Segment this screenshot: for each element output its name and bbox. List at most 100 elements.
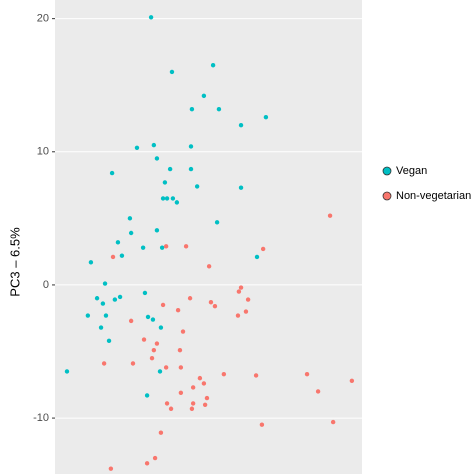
legend-key	[382, 166, 392, 176]
point	[128, 230, 134, 236]
point	[194, 184, 200, 189]
point	[210, 63, 216, 68]
point	[141, 337, 147, 342]
point	[154, 341, 160, 346]
point	[150, 317, 156, 322]
point	[162, 180, 168, 185]
point	[145, 314, 151, 320]
point	[175, 308, 181, 313]
point	[169, 69, 175, 75]
point	[197, 375, 203, 381]
point	[259, 422, 265, 427]
point	[142, 290, 148, 296]
point	[254, 254, 260, 260]
legend-label: Non-vegetarian	[396, 190, 471, 202]
point	[187, 296, 193, 301]
point	[201, 381, 207, 386]
point	[180, 329, 186, 334]
point	[117, 294, 123, 300]
point	[183, 244, 189, 249]
point	[144, 393, 150, 398]
point	[64, 369, 70, 374]
point	[188, 144, 194, 149]
point	[160, 302, 166, 308]
point	[164, 401, 170, 406]
point	[178, 390, 184, 395]
y-tick-label: 10	[37, 146, 49, 158]
point	[174, 200, 180, 205]
point	[128, 318, 134, 324]
point	[149, 355, 155, 361]
point	[98, 325, 104, 330]
point	[238, 285, 244, 290]
point	[151, 347, 157, 353]
point	[148, 15, 154, 20]
legend-key	[382, 191, 392, 201]
point	[163, 244, 169, 249]
point	[127, 216, 133, 221]
point	[260, 246, 266, 252]
point	[164, 196, 170, 201]
point	[109, 170, 115, 176]
point	[115, 240, 121, 245]
point	[106, 338, 112, 344]
point	[221, 371, 227, 377]
point	[214, 220, 220, 225]
point	[188, 166, 194, 172]
point	[201, 93, 207, 99]
point	[349, 378, 355, 383]
point	[154, 228, 160, 233]
point	[190, 401, 196, 406]
point	[158, 325, 164, 330]
y-axis-title: PC3 – 6.5%	[7, 227, 22, 297]
point	[152, 455, 158, 461]
point	[100, 301, 106, 306]
point	[102, 281, 108, 286]
point	[170, 196, 176, 201]
point	[110, 254, 116, 260]
point	[235, 313, 241, 318]
point	[243, 309, 249, 314]
point	[85, 313, 91, 318]
point	[330, 419, 336, 425]
point	[144, 461, 150, 466]
legend-label: Vegan	[396, 165, 427, 177]
point	[177, 347, 183, 353]
y-tick-label: 20	[37, 13, 49, 25]
point	[134, 145, 140, 150]
point	[159, 245, 165, 250]
point	[160, 196, 166, 201]
point	[216, 106, 222, 112]
point	[140, 245, 146, 250]
point	[189, 106, 195, 112]
point	[245, 297, 251, 302]
point	[154, 156, 160, 161]
point	[204, 395, 210, 401]
point	[157, 369, 163, 374]
point	[168, 406, 174, 411]
point	[158, 430, 164, 435]
point	[304, 371, 310, 377]
point	[151, 142, 157, 148]
point	[238, 185, 244, 190]
point	[119, 253, 125, 258]
point	[103, 313, 109, 318]
plot-panel	[55, 0, 362, 474]
point	[190, 385, 196, 390]
point	[315, 389, 321, 394]
point	[178, 365, 184, 370]
point	[238, 122, 244, 128]
point	[236, 289, 242, 294]
point	[212, 304, 218, 309]
point	[112, 297, 118, 302]
y-tick-label: 0	[43, 279, 49, 291]
point	[189, 406, 195, 411]
point	[167, 166, 173, 172]
point	[327, 213, 333, 218]
point	[130, 361, 136, 366]
point	[101, 361, 107, 366]
point	[202, 402, 208, 407]
point	[208, 300, 214, 305]
point	[94, 296, 100, 301]
